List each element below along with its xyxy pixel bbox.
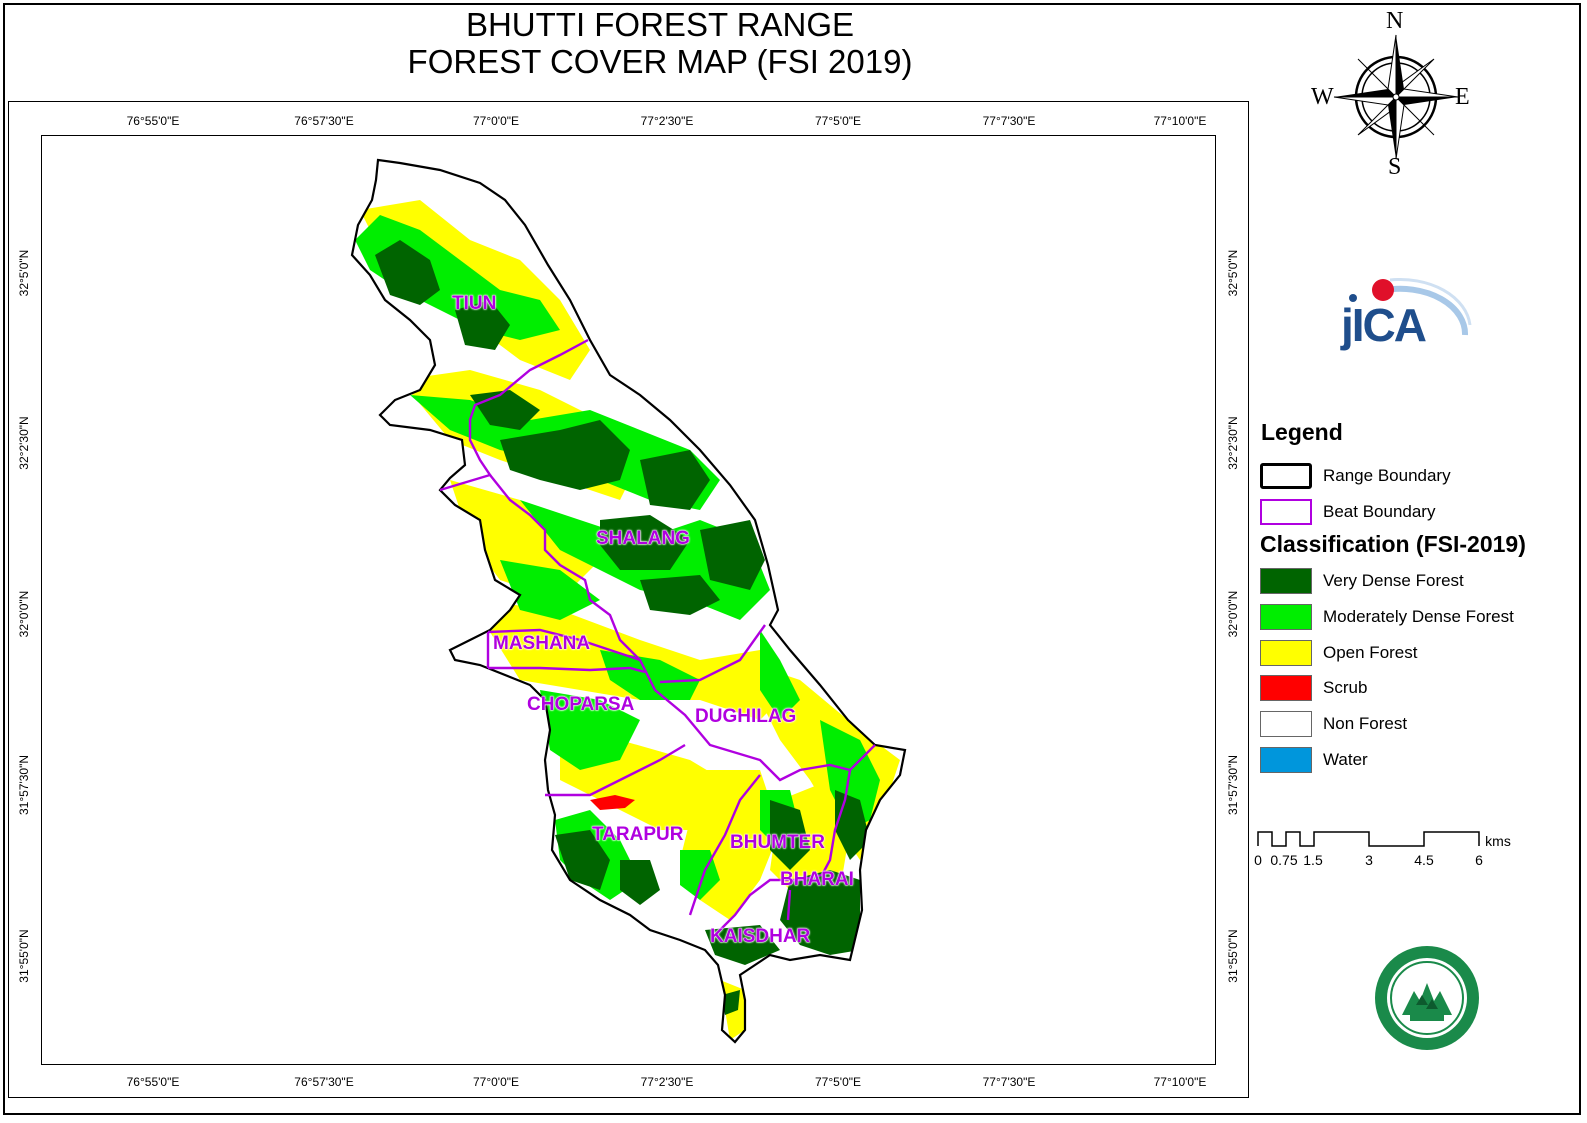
non-forest-swatch	[1260, 711, 1312, 737]
lon-label: 77°5'0"E	[814, 1075, 862, 1089]
scale-label: 1.5	[1303, 852, 1323, 868]
lon-label: 76°57'30"E	[294, 1075, 354, 1089]
lon-label: 76°55'0"E	[126, 1075, 180, 1089]
legend-label: Water	[1323, 750, 1368, 769]
very-dense-forest-swatch	[1260, 568, 1312, 594]
compass-south-label: S	[1388, 154, 1402, 180]
scrub-swatch	[1260, 675, 1312, 701]
open-forest-swatch	[1260, 640, 1312, 666]
scrub-patch	[590, 795, 635, 810]
lon-label: 77°10'0"E	[1153, 114, 1207, 128]
lon-label: 77°0'0"E	[472, 114, 520, 128]
compass-east-label: E	[1455, 84, 1470, 110]
map-frame	[8, 101, 1249, 1098]
range-boundary-swatch	[1260, 463, 1312, 489]
compass-north-label: N	[1386, 8, 1404, 34]
legend-label: Open Forest	[1323, 643, 1418, 662]
beat-boundaries	[439, 338, 876, 931]
water-swatch	[1260, 747, 1312, 773]
lat-label: 32°5'0"N	[17, 249, 31, 297]
legend-label: Very Dense Forest	[1323, 571, 1464, 590]
classification-title: Classification (FSI-2019)	[1260, 531, 1526, 557]
map-neatline	[41, 135, 1216, 1065]
page-border	[3, 3, 1581, 1115]
legend-title: Legend	[1261, 419, 1343, 445]
lon-label: 77°10'0"E	[1153, 1075, 1207, 1089]
jica-logo: jICA	[1335, 250, 1485, 360]
lon-label: 77°0'0"E	[472, 1075, 520, 1089]
legend-label: Non Forest	[1323, 714, 1408, 733]
legend-label: Scrub	[1323, 678, 1368, 697]
scale-label: 4.5	[1414, 852, 1434, 868]
scale-label: 6	[1475, 852, 1483, 868]
lon-label: 77°2'30"E	[640, 114, 694, 128]
map-title-line1: BHUTTI FOREST RANGE	[465, 6, 855, 43]
lat-label: 32°2'30"N	[17, 416, 31, 470]
lat-label: 32°5'0"N	[1226, 249, 1240, 297]
scale-label: 0.75	[1270, 852, 1298, 868]
scale-bar-graphic	[1257, 831, 1480, 847]
beat-label-kaisdhar: KAISDHAR	[710, 926, 811, 948]
lon-label: 77°7'30"E	[982, 114, 1036, 128]
lon-label: 77°7'30"E	[982, 1075, 1036, 1089]
legend-label: Moderately Dense Forest	[1323, 607, 1514, 626]
legend-label: Range Boundary	[1323, 466, 1451, 485]
map-title-line2: FOREST COVER MAP (FSI 2019)	[407, 43, 913, 80]
beat-label-tarapur: TARAPUR	[592, 824, 684, 846]
beat-label-shalang: SHALANG	[596, 528, 691, 550]
beat-label-tiun: TIUN	[452, 293, 497, 315]
beat-boundary-swatch	[1260, 499, 1312, 525]
forest-seal-icon	[1375, 946, 1479, 1050]
scale-label: 0	[1254, 852, 1262, 868]
lat-label: 31°57'30"N	[1226, 754, 1240, 816]
lat-label: 32°0'0"N	[17, 590, 31, 638]
legend-label: Beat Boundary	[1323, 502, 1436, 521]
lat-label: 31°55'0"N	[1226, 929, 1240, 983]
jica-logo-icon	[1349, 278, 1472, 336]
compass-west-label: W	[1311, 84, 1334, 110]
beat-label-bharai: BHARAI	[780, 869, 854, 891]
forest-department-seal	[1372, 943, 1482, 1053]
lat-label: 32°2'30"N	[1226, 416, 1240, 470]
scale-label: 3	[1365, 852, 1373, 868]
lon-label: 76°55'0"E	[126, 114, 180, 128]
scale-unit: kms	[1485, 833, 1511, 849]
lat-label: 32°0'0"N	[1226, 590, 1240, 638]
lon-label: 77°5'0"E	[814, 114, 862, 128]
beat-label-choparsa: CHOPARSA	[527, 694, 635, 716]
lon-label: 76°57'30"E	[294, 114, 354, 128]
lon-label: 77°2'30"E	[640, 1075, 694, 1089]
compass-rose-icon	[1333, 34, 1459, 160]
beat-label-mashana: MASHANA	[493, 633, 591, 655]
jica-logo-text: jICA	[1341, 299, 1427, 351]
beat-label-bhumter: BHUMTER	[730, 832, 826, 854]
lat-label: 31°55'0"N	[17, 929, 31, 983]
lat-label: 31°57'30"N	[17, 754, 31, 816]
moderately-dense-forest-swatch	[1260, 604, 1312, 630]
beat-label-dughilag: DUGHILAG	[695, 706, 797, 728]
